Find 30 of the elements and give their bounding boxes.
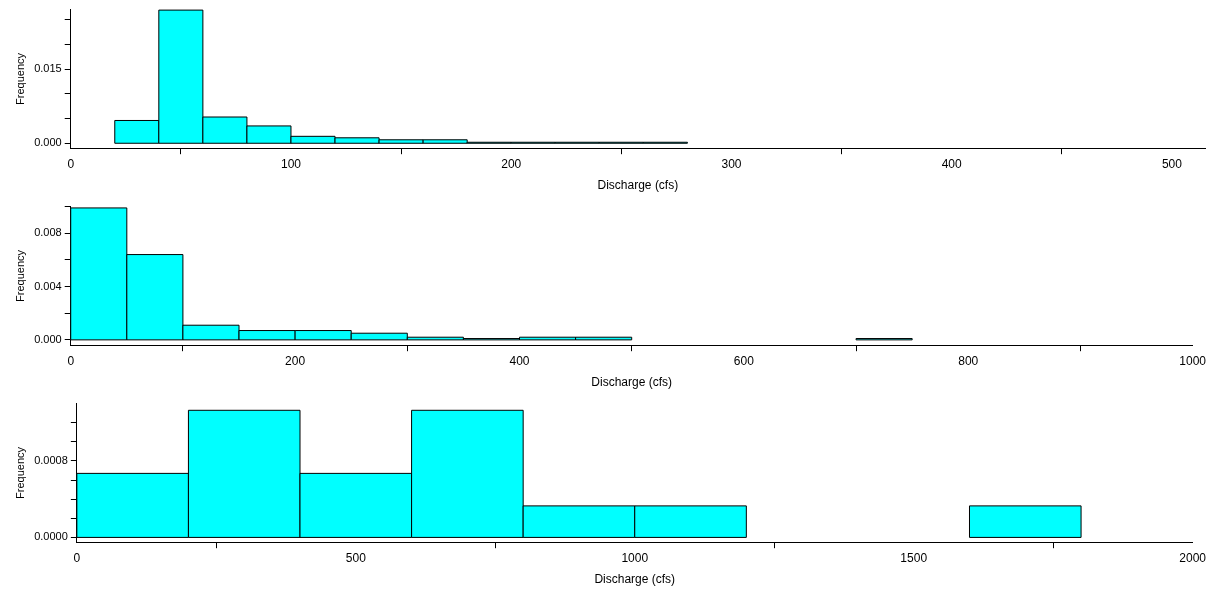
x-tick-label: 1000 xyxy=(1179,353,1207,368)
x-axis-title: Discharge (cfs) xyxy=(594,572,676,587)
x-tick-label: 1500 xyxy=(900,550,928,565)
x-tick-label: 200 xyxy=(285,353,306,368)
y-axis-title: Frequency xyxy=(13,446,26,499)
x-tick-label: 1000 xyxy=(621,550,649,565)
x-tick-label: 600 xyxy=(733,353,755,368)
y-tick-label: 0.008 xyxy=(34,226,62,239)
x-axis-title: Discharge (cfs) xyxy=(597,178,679,193)
y-tick-label: 0.004 xyxy=(34,279,62,292)
x-tick-label: 500 xyxy=(345,550,367,565)
x-tick-label: 500 xyxy=(1161,156,1183,171)
x-tick-label: 100 xyxy=(280,156,302,171)
y-axis-title: Frequency xyxy=(13,52,26,105)
x-tick-label: 200 xyxy=(501,156,522,171)
y-tick-label: 0.015 xyxy=(34,62,62,75)
x-tick-label: 0 xyxy=(67,353,75,368)
x-tick-label: 0 xyxy=(67,156,75,171)
x-tick-label: 2000 xyxy=(1179,550,1207,565)
y-axis-title: Frequency xyxy=(13,249,26,302)
x-axis-title: Discharge (cfs) xyxy=(591,375,673,390)
y-tick-label: 0.0008 xyxy=(34,453,68,466)
y-tick-label: 0.000 xyxy=(34,136,62,149)
x-tick-label: 300 xyxy=(721,156,742,171)
x-tick-label: 800 xyxy=(958,353,979,368)
x-tick-label: 400 xyxy=(941,156,963,171)
y-tick-label: 0.000 xyxy=(34,332,62,345)
y-tick-label: 0.0000 xyxy=(34,530,68,543)
x-tick-label: 0 xyxy=(73,550,81,565)
x-tick-label: 400 xyxy=(509,353,530,368)
